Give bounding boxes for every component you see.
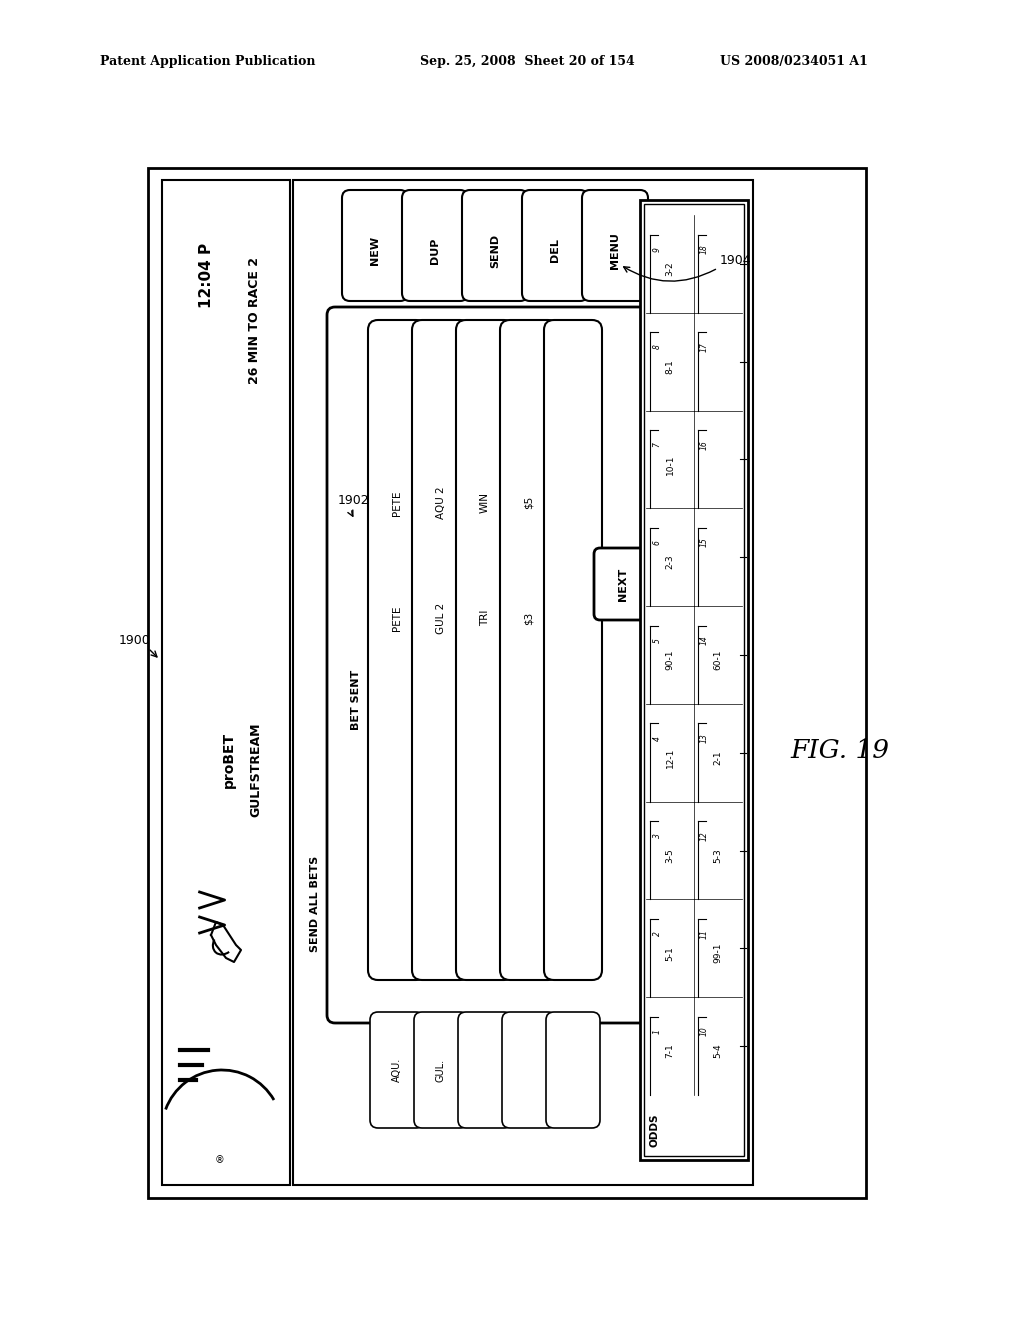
FancyBboxPatch shape <box>370 1012 424 1129</box>
Text: 13: 13 <box>699 733 709 743</box>
Text: MENU: MENU <box>610 232 620 269</box>
Text: 12: 12 <box>699 832 709 841</box>
Text: proBET: proBET <box>221 731 236 788</box>
Text: 1902: 1902 <box>338 494 370 507</box>
Text: 5-3: 5-3 <box>714 847 723 863</box>
Text: ®: ® <box>215 1155 225 1166</box>
Text: 1: 1 <box>652 1030 662 1034</box>
Text: 8-1: 8-1 <box>666 359 675 374</box>
Text: 4: 4 <box>652 735 662 741</box>
Text: PETE: PETE <box>392 490 402 516</box>
Text: 14: 14 <box>699 635 709 645</box>
Bar <box>640 201 748 1160</box>
FancyBboxPatch shape <box>522 190 588 301</box>
Text: Patent Application Publication: Patent Application Publication <box>100 55 315 69</box>
Bar <box>293 180 753 1185</box>
FancyBboxPatch shape <box>342 190 408 301</box>
Text: 12-1: 12-1 <box>666 747 675 768</box>
FancyBboxPatch shape <box>502 1012 556 1129</box>
Text: Sep. 25, 2008  Sheet 20 of 154: Sep. 25, 2008 Sheet 20 of 154 <box>420 55 635 69</box>
Text: FIG. 19: FIG. 19 <box>791 738 890 763</box>
FancyBboxPatch shape <box>402 190 468 301</box>
Text: 9: 9 <box>652 247 662 252</box>
Text: 3-5: 3-5 <box>666 847 675 863</box>
Text: 15: 15 <box>699 537 709 548</box>
Bar <box>644 205 744 1156</box>
FancyBboxPatch shape <box>500 319 558 979</box>
Text: 1904: 1904 <box>720 253 752 267</box>
FancyBboxPatch shape <box>462 190 528 301</box>
Text: 16: 16 <box>699 440 709 450</box>
Text: 7: 7 <box>652 442 662 447</box>
Text: 5-1: 5-1 <box>666 946 675 961</box>
Text: $5: $5 <box>524 496 534 510</box>
Text: 26 MIN TO RACE 2: 26 MIN TO RACE 2 <box>248 256 261 384</box>
Text: 5: 5 <box>652 638 662 643</box>
Text: AQU.: AQU. <box>392 1057 402 1082</box>
Text: US 2008/0234051 A1: US 2008/0234051 A1 <box>720 55 868 69</box>
Text: 11: 11 <box>699 929 709 939</box>
Text: 8: 8 <box>652 345 662 350</box>
FancyBboxPatch shape <box>456 319 514 979</box>
FancyBboxPatch shape <box>582 190 648 301</box>
Text: AQU 2: AQU 2 <box>436 487 446 519</box>
Text: GUL.: GUL. <box>436 1059 446 1081</box>
Text: 1900: 1900 <box>119 634 151 647</box>
Text: 10: 10 <box>699 1027 709 1036</box>
Text: 99-1: 99-1 <box>714 942 723 964</box>
FancyBboxPatch shape <box>327 308 733 1023</box>
Text: TRI: TRI <box>480 610 490 626</box>
FancyBboxPatch shape <box>414 1012 468 1129</box>
FancyBboxPatch shape <box>546 1012 600 1129</box>
FancyBboxPatch shape <box>594 548 652 620</box>
Text: GULFSTREAM: GULFSTREAM <box>249 723 262 817</box>
Text: BET SENT: BET SENT <box>351 669 361 730</box>
FancyBboxPatch shape <box>458 1012 512 1129</box>
Text: SEND ALL BETS: SEND ALL BETS <box>310 855 319 952</box>
Text: GUL 2: GUL 2 <box>436 602 446 634</box>
Text: 60-1: 60-1 <box>714 649 723 671</box>
FancyBboxPatch shape <box>544 319 602 979</box>
Text: NEXT: NEXT <box>618 568 628 601</box>
Text: 2-1: 2-1 <box>714 750 723 766</box>
Text: 17: 17 <box>699 342 709 352</box>
Text: 6: 6 <box>652 540 662 545</box>
Text: 2: 2 <box>652 931 662 936</box>
Text: 18: 18 <box>699 244 709 253</box>
Text: 10-1: 10-1 <box>666 454 675 475</box>
Bar <box>148 168 866 1199</box>
Text: $3: $3 <box>524 611 534 624</box>
Text: SEND: SEND <box>490 234 500 268</box>
FancyBboxPatch shape <box>368 319 426 979</box>
Text: DEL: DEL <box>550 239 560 263</box>
Text: DUP: DUP <box>430 238 440 264</box>
Text: 5-4: 5-4 <box>714 1044 723 1059</box>
Text: 3-2: 3-2 <box>666 261 675 276</box>
Text: 12:04 P: 12:04 P <box>200 243 214 308</box>
Bar <box>162 180 290 1185</box>
FancyBboxPatch shape <box>412 319 470 979</box>
Text: 90-1: 90-1 <box>666 649 675 671</box>
Text: WIN: WIN <box>480 492 490 513</box>
Text: ODDS: ODDS <box>649 1113 659 1147</box>
Text: 3: 3 <box>652 833 662 838</box>
Text: PETE: PETE <box>392 606 402 631</box>
Text: 2-3: 2-3 <box>666 554 675 569</box>
Text: NEW: NEW <box>370 236 380 265</box>
Text: 7-1: 7-1 <box>666 1044 675 1059</box>
